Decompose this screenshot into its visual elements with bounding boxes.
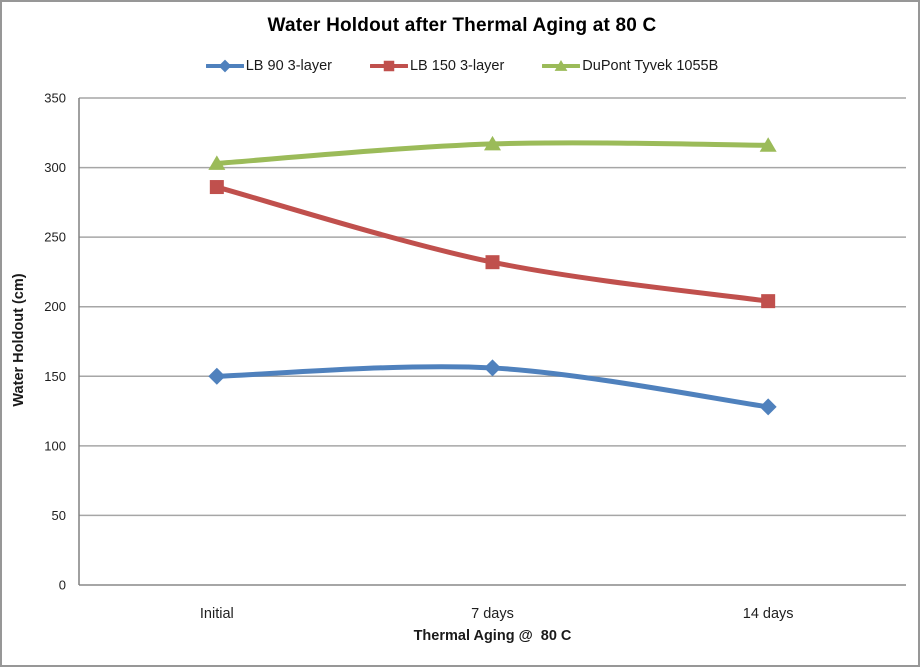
diamond-marker-icon [208,367,226,385]
legend-item-label: DuPont Tyvek 1055B [582,58,719,74]
chart-title: Water Holdout after Thermal Aging at 80 … [267,15,657,36]
legend-item: LB 150 3-layer [369,57,505,75]
series-line-2 [214,184,771,304]
legend-triangle-icon [542,60,581,71]
triangle-marker-icon [554,60,568,71]
square-marker-icon [209,180,224,195]
legend-item-label: LB 90 3-layer [245,58,332,74]
y-tick-label: 300 [44,160,66,175]
triangle-marker-icon [484,135,501,151]
y-tick-label: 50 [52,508,66,523]
square-marker-icon [485,255,500,270]
y-tick-label: 350 [44,91,66,106]
y-tick-label: 0 [59,578,66,593]
diamond-marker-icon [484,359,501,377]
legend-square-icon [369,60,408,72]
y-tick-label: 200 [44,299,66,314]
y-tick-label: 100 [44,438,66,453]
legend: LB 90 3-layer LB 150 3-layer DuPont Tyvek … [2,57,918,75]
legend-item: LB 90 3-layer [205,57,332,75]
square-marker-icon [761,294,776,309]
triangle-marker-icon [759,137,777,152]
triangle-marker-icon [208,155,226,170]
legend-item-label: LB 150 3-layer [409,58,505,74]
diamond-marker-icon [759,398,777,416]
x-tick-label: 7 days [471,606,514,622]
y-tick-label: 150 [44,369,66,384]
x-axis-title: Thermal Aging @ 80 C [413,628,572,644]
x-tick-label: Initial [200,606,234,622]
y-tick-label: 250 [44,230,66,245]
diamond-marker-icon [218,59,232,73]
square-marker-icon [383,60,395,72]
x-tick-label: 14 days [743,606,794,622]
legend-diamond-icon [205,59,244,73]
legend-item: DuPont Tyvek 1055B [542,57,718,75]
